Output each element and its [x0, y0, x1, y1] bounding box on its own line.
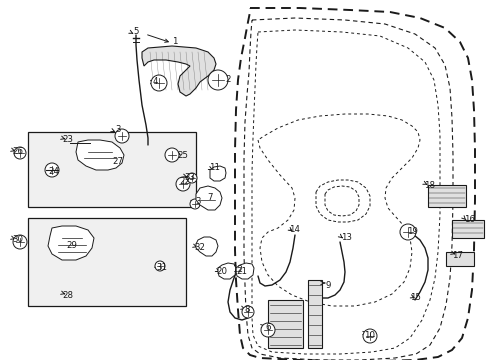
Text: 22: 22 — [179, 177, 190, 186]
Circle shape — [207, 70, 227, 90]
Circle shape — [14, 147, 26, 159]
Text: 12: 12 — [232, 266, 243, 274]
Text: 1: 1 — [172, 37, 177, 46]
Text: 28: 28 — [62, 291, 73, 300]
Text: 25: 25 — [177, 150, 188, 159]
Text: 5: 5 — [133, 27, 139, 36]
Text: 26: 26 — [13, 148, 23, 157]
Bar — [28, 218, 185, 306]
Polygon shape — [76, 140, 124, 170]
Text: 27: 27 — [112, 158, 123, 166]
Polygon shape — [48, 226, 94, 260]
Text: 14: 14 — [289, 225, 300, 234]
Circle shape — [115, 129, 129, 143]
Text: 17: 17 — [451, 251, 463, 260]
Text: 9: 9 — [325, 280, 330, 289]
Circle shape — [261, 323, 274, 337]
Text: 8: 8 — [244, 306, 249, 315]
Text: 7: 7 — [207, 194, 212, 202]
Bar — [307, 280, 321, 348]
Circle shape — [190, 199, 200, 209]
Circle shape — [362, 329, 376, 343]
Text: 21: 21 — [236, 267, 247, 276]
Circle shape — [399, 224, 415, 240]
Bar — [427, 185, 465, 207]
Text: 30: 30 — [13, 235, 23, 244]
Bar — [267, 300, 303, 348]
Circle shape — [186, 173, 197, 183]
Bar — [28, 132, 196, 207]
Text: 3: 3 — [115, 126, 121, 135]
Text: 15: 15 — [409, 293, 421, 302]
Text: 20: 20 — [216, 267, 227, 276]
Circle shape — [151, 75, 167, 91]
Text: 4: 4 — [152, 77, 158, 86]
Text: 18: 18 — [424, 180, 435, 189]
Circle shape — [242, 306, 253, 318]
Polygon shape — [142, 46, 216, 96]
Polygon shape — [218, 263, 236, 279]
Circle shape — [45, 163, 59, 177]
Text: 19: 19 — [406, 228, 417, 237]
Text: 11: 11 — [209, 163, 220, 172]
Text: 32: 32 — [194, 243, 205, 252]
Text: 2: 2 — [225, 76, 230, 85]
Polygon shape — [196, 237, 218, 256]
Bar — [451, 220, 483, 238]
Text: 3: 3 — [195, 198, 201, 207]
Text: 33: 33 — [184, 174, 195, 183]
Polygon shape — [236, 263, 253, 279]
Polygon shape — [209, 166, 225, 181]
Text: 29: 29 — [66, 240, 77, 249]
Text: 10: 10 — [364, 330, 375, 339]
Polygon shape — [196, 186, 222, 210]
Circle shape — [155, 261, 164, 271]
Bar — [445, 252, 473, 266]
Circle shape — [176, 177, 190, 191]
Text: 6: 6 — [264, 324, 270, 333]
Text: 13: 13 — [341, 234, 352, 243]
Text: 31: 31 — [156, 264, 167, 273]
Text: 16: 16 — [464, 216, 474, 225]
Text: 23: 23 — [62, 135, 73, 144]
Text: 24: 24 — [48, 167, 60, 176]
Circle shape — [164, 148, 179, 162]
Circle shape — [13, 235, 27, 249]
